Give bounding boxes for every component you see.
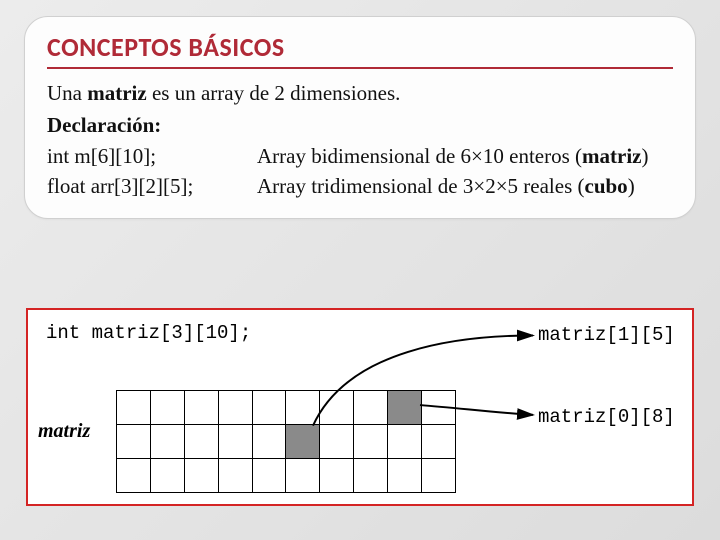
pointer-label-2: matriz[0][8] <box>538 406 675 428</box>
cell <box>286 459 320 493</box>
figure-inner: int matriz[3][10]; matriz <box>28 310 692 504</box>
desc-post: ) <box>641 144 648 168</box>
pointer-label-1: matriz[1][5] <box>538 324 675 346</box>
intro-post: es un array de 2 dimensiones. <box>147 81 401 105</box>
cell <box>320 459 354 493</box>
cell <box>150 459 184 493</box>
declaration-code: float arr[3][2][5]; <box>47 172 257 200</box>
desc-post: ) <box>628 174 635 198</box>
matrix-table <box>116 390 456 493</box>
cell <box>117 391 151 425</box>
cell <box>218 459 252 493</box>
declaration-heading: Declaración: <box>47 111 673 139</box>
cell <box>150 391 184 425</box>
cell <box>150 425 184 459</box>
cell <box>117 459 151 493</box>
cell <box>354 391 388 425</box>
cell-highlight <box>388 391 422 425</box>
desc-bold: cubo <box>585 174 628 198</box>
desc-bold: matriz <box>582 144 641 168</box>
table-row <box>117 425 456 459</box>
matrix-axis-label: matriz <box>38 420 90 443</box>
figure-declaration-code: int matriz[3][10]; <box>46 322 251 344</box>
declaration-desc: Array tridimensional de 3×2×5 reales (cu… <box>257 172 673 200</box>
cell <box>354 459 388 493</box>
cell <box>218 391 252 425</box>
cell <box>252 425 286 459</box>
cell <box>117 425 151 459</box>
matrix-grid <box>116 390 456 492</box>
desc-pre: Array bidimensional de 6×10 enteros ( <box>257 144 582 168</box>
cell <box>354 425 388 459</box>
panel-title: CONCEPTOS BÁSICOS <box>47 31 673 69</box>
table-row <box>117 459 456 493</box>
cell <box>184 459 218 493</box>
cell <box>422 391 456 425</box>
cell <box>218 425 252 459</box>
cell <box>320 391 354 425</box>
declaration-row: float arr[3][2][5]; Array tridimensional… <box>47 172 673 200</box>
intro-highlight: matriz <box>87 81 146 105</box>
desc-pre: Array tridimensional de 3×2×5 reales ( <box>257 174 585 198</box>
cell <box>422 425 456 459</box>
concept-panel: CONCEPTOS BÁSICOS Una matriz es un array… <box>24 16 696 219</box>
cell <box>286 391 320 425</box>
declaration-desc: Array bidimensional de 6×10 enteros (mat… <box>257 142 673 170</box>
cell-highlight <box>286 425 320 459</box>
intro-line: Una matriz es un array de 2 dimensiones. <box>47 79 673 107</box>
panel-body: Una matriz es un array de 2 dimensiones.… <box>47 79 673 200</box>
intro-pre: Una <box>47 81 87 105</box>
matrix-figure: int matriz[3][10]; matriz <box>26 308 694 506</box>
declaration-row: int m[6][10]; Array bidimensional de 6×1… <box>47 142 673 170</box>
cell <box>184 425 218 459</box>
cell <box>388 459 422 493</box>
cell <box>252 459 286 493</box>
declaration-code: int m[6][10]; <box>47 142 257 170</box>
cell <box>422 459 456 493</box>
cell <box>252 391 286 425</box>
cell <box>388 425 422 459</box>
cell <box>320 425 354 459</box>
cell <box>184 391 218 425</box>
table-row <box>117 391 456 425</box>
